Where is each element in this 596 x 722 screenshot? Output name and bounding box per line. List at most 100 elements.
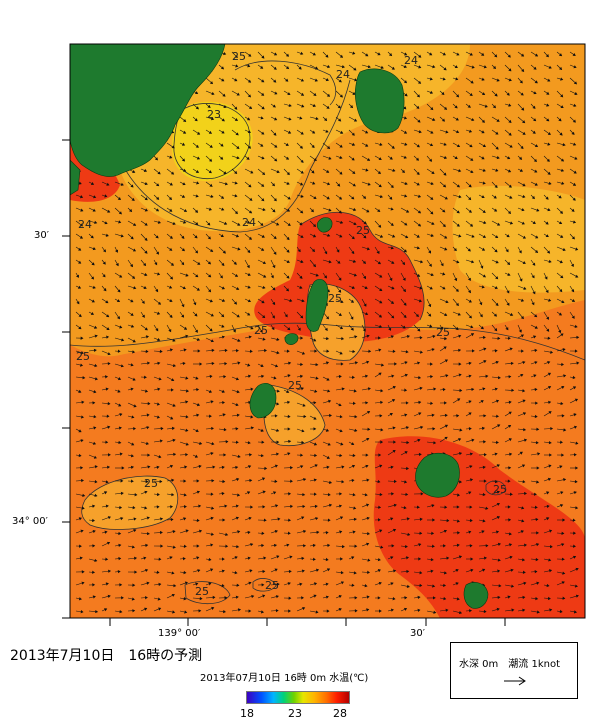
current-arrow-head xyxy=(235,377,240,381)
current-arrow-head xyxy=(197,261,201,265)
current-arrow-head xyxy=(433,387,437,391)
current-arrow-head xyxy=(455,327,459,331)
current-arrow-head xyxy=(290,465,293,470)
current-arrow-head xyxy=(534,325,538,329)
current-arrow-head xyxy=(365,503,370,507)
current-arrow-head xyxy=(273,491,277,495)
current-arrow-head xyxy=(299,285,303,289)
current-arrow-head xyxy=(535,235,539,239)
current-arrow-head xyxy=(300,336,304,340)
current-arrow-head xyxy=(143,556,147,560)
current-arrow-head xyxy=(260,222,264,226)
current-arrow-head xyxy=(209,158,213,162)
current-arrow-head xyxy=(340,362,344,366)
current-arrow-head xyxy=(325,336,329,341)
current-arrow-head xyxy=(469,478,474,482)
current-arrow-head xyxy=(210,194,214,198)
current-arrow-head xyxy=(260,116,264,120)
current-arrow-head xyxy=(301,569,305,573)
current-arrow-head xyxy=(325,54,329,58)
current-arrow-head xyxy=(326,349,330,353)
current-arrow-head xyxy=(259,329,263,333)
current-arrow-head xyxy=(119,610,123,614)
current-arrow-head xyxy=(511,388,515,392)
current-arrow-head xyxy=(195,194,199,198)
current-arrow-head xyxy=(210,451,214,456)
current-arrow-head xyxy=(481,426,485,431)
current-arrow-head xyxy=(300,131,304,135)
current-arrow-head xyxy=(311,144,315,149)
current-arrow-head xyxy=(391,492,394,496)
current-arrow-head xyxy=(380,65,384,69)
current-arrow-head xyxy=(221,569,225,573)
current-arrow-head xyxy=(404,413,408,417)
current-arrow-head xyxy=(403,80,408,84)
current-arrow-head xyxy=(354,415,358,419)
current-arrow-head xyxy=(444,359,449,363)
current-arrow-head xyxy=(81,570,85,574)
current-arrow-head xyxy=(247,363,251,367)
current-arrow-head xyxy=(392,168,396,172)
current-arrow-head xyxy=(338,118,342,122)
current-arrow-head xyxy=(288,361,292,365)
current-arrow-head xyxy=(78,453,82,458)
current-arrow-head xyxy=(354,609,358,613)
current-arrow-head xyxy=(198,529,203,533)
current-arrow-head xyxy=(563,478,567,482)
island-kozushima xyxy=(249,383,277,419)
current-arrow-head xyxy=(574,584,578,588)
current-arrow-head xyxy=(105,375,108,379)
current-arrow-head xyxy=(260,65,264,69)
current-arrow-head xyxy=(417,438,421,443)
current-arrow-head xyxy=(573,65,577,69)
current-arrow-head xyxy=(339,94,343,98)
current-arrow-head xyxy=(209,299,213,303)
current-arrow-head xyxy=(221,465,225,470)
contour-label: 25 xyxy=(254,324,268,337)
current-arrow-head xyxy=(339,155,343,159)
current-arrow-head xyxy=(316,530,320,534)
current-arrow-head xyxy=(338,504,343,508)
current-arrow-head xyxy=(248,105,253,109)
current-arrow-head xyxy=(562,143,566,147)
current-arrow-head xyxy=(133,286,137,290)
current-arrow-head xyxy=(157,597,161,601)
current-arrow-head xyxy=(532,105,536,109)
current-arrow-head xyxy=(522,120,526,124)
current-arrow-head xyxy=(236,477,240,482)
current-arrow-head xyxy=(534,569,538,574)
current-arrow-head xyxy=(495,276,499,280)
legend-label: 水深 0m 潮流 1knot xyxy=(459,659,560,670)
current-arrow-head xyxy=(261,55,265,59)
current-arrow-head xyxy=(209,183,213,187)
current-arrow-head xyxy=(182,182,186,186)
current-arrow-head xyxy=(510,312,514,316)
current-arrow-head xyxy=(144,389,149,393)
current-arrow-head xyxy=(559,609,563,614)
current-arrow-head xyxy=(299,182,304,186)
current-arrow-head xyxy=(339,144,343,148)
current-arrow-head xyxy=(160,517,164,521)
current-arrow-head xyxy=(445,374,449,378)
current-arrow-head xyxy=(469,518,473,523)
current-arrow-head xyxy=(391,374,395,378)
current-arrow-head xyxy=(467,277,471,282)
current-arrow-head xyxy=(82,493,86,497)
current-arrow-head xyxy=(185,273,189,277)
current-arrow-head xyxy=(378,348,382,352)
current-arrow-head xyxy=(141,314,145,318)
current-arrow-head xyxy=(236,544,240,549)
current-arrow-head xyxy=(378,581,382,586)
current-arrow-head xyxy=(507,505,511,509)
current-arrow-head xyxy=(522,558,526,562)
current-arrow-head xyxy=(145,543,149,548)
current-arrow-head xyxy=(366,411,371,414)
current-arrow-head xyxy=(560,77,564,81)
current-arrow-head xyxy=(481,247,486,251)
current-arrow-head xyxy=(519,168,524,172)
current-arrow-head xyxy=(341,65,345,69)
current-arrow-head xyxy=(117,289,121,293)
current-arrow-head xyxy=(338,595,342,599)
current-arrow-head xyxy=(116,316,120,320)
current-arrow-head xyxy=(221,491,225,496)
